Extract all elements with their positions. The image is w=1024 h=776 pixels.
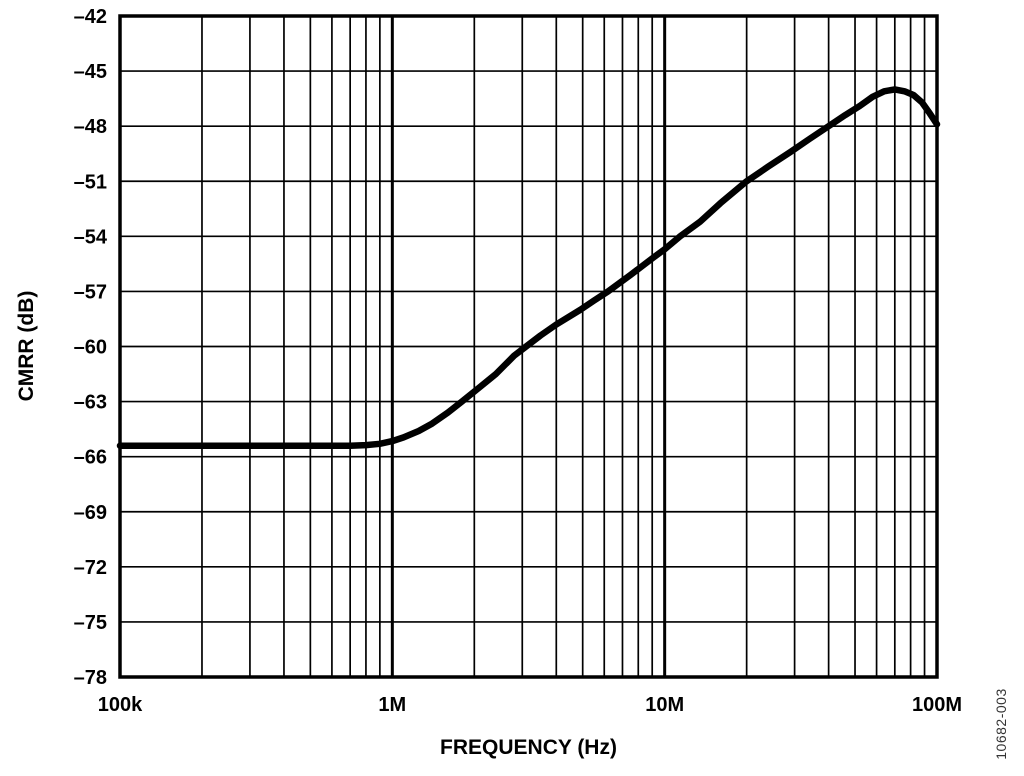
cmrr-curve <box>116 86 941 449</box>
x-axis-tick-labels: 100k 1M 10M 100M <box>98 694 962 716</box>
y-axis-tick-labels: –42 –45 –48 –51 –54 –57 –60 –63 –66 –69 –72 –75 –78 <box>74 6 108 689</box>
y-tick-label: –63 <box>74 392 107 414</box>
figure-number: 10682-003 <box>993 688 1009 760</box>
y-tick-label: –78 <box>74 667 107 689</box>
y-tick-label: –72 <box>74 557 107 579</box>
grid-lines <box>120 16 937 677</box>
y-tick-label: –60 <box>74 337 107 359</box>
y-tick-label: –54 <box>74 226 108 248</box>
x-tick-label: 10M <box>645 694 684 716</box>
y-tick-label: –48 <box>74 116 107 138</box>
x-tick-label: 100M <box>912 694 962 716</box>
y-tick-label: –66 <box>74 447 107 469</box>
x-tick-label: 100k <box>98 694 143 716</box>
y-axis-title: CMRR (dB) <box>15 290 38 402</box>
x-axis-title: FREQUENCY (Hz) <box>440 736 617 759</box>
y-tick-label: –57 <box>74 281 107 303</box>
y-tick-label: –45 <box>74 61 107 83</box>
y-tick-label: –69 <box>74 502 107 524</box>
x-tick-label: 1M <box>378 694 406 716</box>
plot-border <box>118 14 939 679</box>
y-tick-label: –75 <box>74 612 107 634</box>
y-tick-label: –51 <box>74 171 107 193</box>
y-tick-label: –42 <box>74 6 107 28</box>
